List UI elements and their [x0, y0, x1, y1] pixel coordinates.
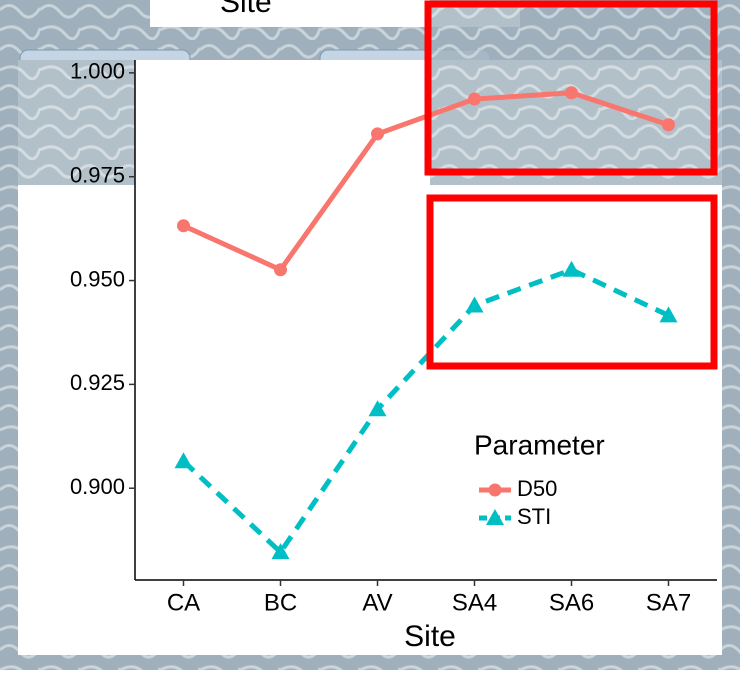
x-tick-label: SA4 [452, 589, 497, 616]
marker [371, 127, 384, 140]
y-tick-label: 0.900 [70, 474, 125, 499]
legend-title: Parameter [474, 429, 605, 460]
marker [177, 219, 190, 232]
x-axis-title: Site [404, 620, 456, 653]
y-tick-label: 1.000 [70, 59, 125, 84]
marker [565, 86, 578, 99]
screenshot: Site 0.900 0.925 0.950 0.975 1.000 CA BC AV SA4 S… [0, 0, 740, 670]
marker [274, 263, 287, 276]
legend-key-marker [489, 484, 502, 497]
y-tick-label: 0.950 [70, 266, 125, 291]
legend-label: STI [517, 504, 551, 529]
y-tick-label: 0.975 [70, 163, 125, 188]
marker [468, 93, 481, 106]
x-tick-label: BC [264, 589, 297, 616]
legend-label: D50 [517, 476, 557, 501]
x-tick-label: AV [362, 589, 392, 616]
x-tick-label: CA [167, 589, 200, 616]
marker [662, 118, 675, 131]
caption: Site [220, 0, 272, 19]
x-tick-label: SA7 [646, 589, 691, 616]
x-tick-label: SA6 [549, 589, 594, 616]
y-tick-label: 0.925 [70, 370, 125, 395]
